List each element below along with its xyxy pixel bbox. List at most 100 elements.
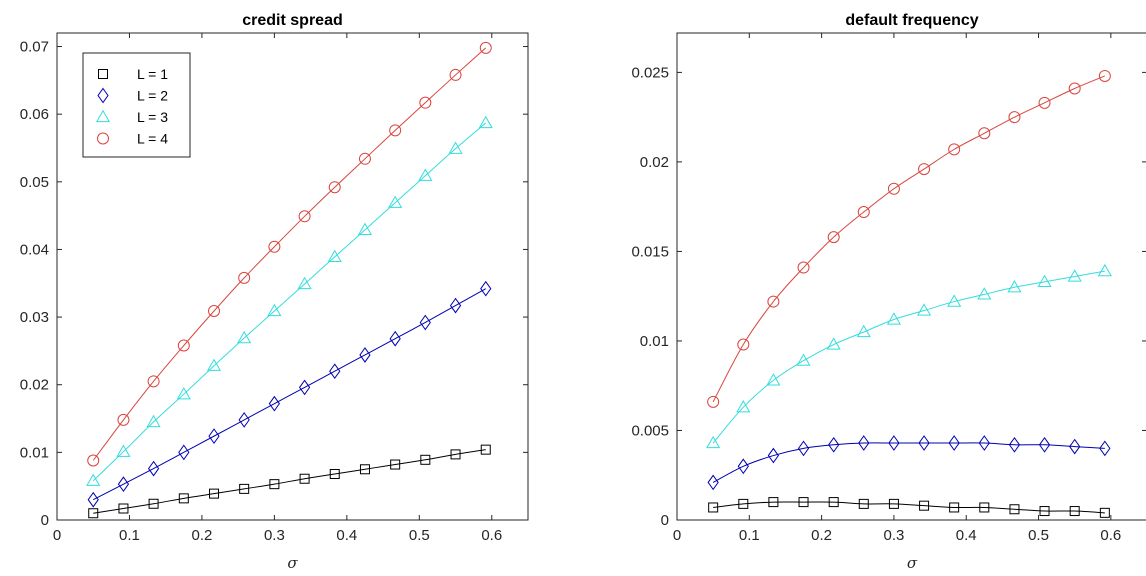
circle-marker	[87, 454, 100, 467]
triangle-marker	[1037, 274, 1052, 288]
series-4	[707, 69, 1111, 408]
y-tick-label: 0.03	[20, 309, 49, 326]
y-tick-label: 0.06	[20, 106, 49, 123]
circle-marker	[857, 206, 870, 219]
credit-spread-chart: 0 0.1 0.2 0.3 0.4 0.5 0.6 0 0.01 0.02 0.03 0.04 0.05…	[20, 12, 529, 572]
series-line	[713, 501, 1105, 514]
triangle-marker	[1007, 280, 1022, 293]
diamond-marker	[147, 460, 160, 477]
legend-label: L = 1	[137, 66, 168, 82]
circle-marker	[449, 68, 462, 81]
triangle-marker	[706, 435, 721, 449]
circle-marker	[887, 182, 900, 195]
triangle-marker	[796, 353, 811, 366]
x-tick-label: 0.2	[811, 527, 832, 544]
series-1	[708, 497, 1110, 518]
y-tick-label: 0.07	[20, 39, 49, 56]
triangle-marker	[478, 115, 493, 129]
square-marker	[88, 508, 99, 519]
circle-marker	[827, 231, 840, 244]
triangle-marker	[947, 294, 962, 307]
diamond-marker	[707, 474, 719, 491]
diamond-marker	[117, 476, 130, 493]
plot-area-frame	[676, 32, 1146, 521]
legend-label: L = 2	[137, 88, 168, 104]
diamond-marker	[268, 395, 280, 412]
triangle-marker	[86, 473, 101, 486]
y-tick-label: 0.01	[20, 444, 49, 461]
diamond-marker	[888, 435, 900, 451]
legend: L = 1 L = 2 L = 3 L = 4	[82, 52, 191, 158]
square-marker	[450, 449, 461, 460]
series-line	[92, 47, 487, 461]
circle-marker	[767, 295, 780, 308]
triangle-marker	[388, 195, 403, 208]
x-tick-label: 0	[673, 527, 681, 544]
square-marker	[708, 502, 719, 513]
circle-marker	[479, 41, 492, 54]
x-tick-label: 0.1	[119, 527, 140, 544]
square-marker	[148, 498, 159, 509]
circle-marker	[208, 304, 221, 317]
series-line	[93, 288, 486, 501]
circle-marker	[1098, 69, 1111, 82]
series-line	[93, 449, 486, 514]
x-tick-label: 0.3	[264, 527, 285, 544]
y-tick-label: 0.01	[640, 333, 669, 350]
circle-marker	[1068, 82, 1081, 95]
triangle-marker	[736, 399, 751, 413]
y-tick-label: 0	[41, 512, 49, 529]
series-3	[706, 263, 1112, 449]
circle-marker	[797, 261, 810, 274]
y-tick-label: 0	[661, 512, 669, 529]
diamond-marker	[1008, 436, 1021, 453]
y-tick-label: 0.015	[631, 243, 669, 260]
series-1	[88, 444, 491, 519]
triangle-marker	[176, 386, 191, 400]
triangle-marker	[448, 141, 463, 154]
triangle-marker	[1097, 263, 1112, 277]
triangle-marker	[116, 444, 131, 457]
triangle-marker	[826, 337, 841, 350]
circle-marker	[1008, 111, 1021, 124]
square-marker	[1099, 507, 1110, 518]
triangle-marker	[886, 312, 901, 325]
x-tick-label: 0.3	[883, 527, 904, 544]
square-marker	[949, 502, 960, 513]
diamond-marker	[948, 435, 960, 451]
diamond-marker	[797, 440, 810, 457]
triangle-marker	[977, 287, 992, 300]
diamond-marker	[918, 435, 930, 451]
diamond-marker	[978, 435, 990, 451]
square-marker	[239, 483, 250, 494]
triangle-marker	[267, 303, 282, 317]
diamond-marker	[1099, 440, 1111, 457]
square-marker	[299, 473, 310, 484]
diamond-marker	[419, 314, 431, 331]
y-tick-label: 0.02	[20, 377, 49, 394]
square-marker	[209, 488, 220, 499]
y-tick-label: 0.04	[20, 241, 49, 258]
legend-square-marker	[98, 69, 108, 79]
default-frequency-chart: 0 0.1 0.2 0.3 0.4 0.5 0.6 0 0.005 0.01 0.015 0.02 0.…	[631, 12, 1146, 572]
square-marker	[768, 497, 779, 508]
circle-marker	[238, 271, 251, 284]
circle-marker	[358, 152, 371, 165]
x-axis-label: σ	[287, 554, 298, 572]
x-axis-label: σ	[907, 554, 918, 572]
legend-triangle-marker	[95, 109, 111, 123]
square-marker	[919, 500, 930, 511]
x-tick-label: 0.5	[1028, 527, 1049, 544]
diamond-marker	[298, 379, 311, 396]
square-marker	[979, 502, 990, 513]
diamond-marker	[858, 435, 870, 451]
x-tick-label: 0	[53, 527, 61, 544]
y-tick-label: 0.005	[631, 422, 669, 439]
legend-label: L = 3	[137, 109, 168, 125]
legend-diamond-marker	[97, 87, 109, 104]
chart-title: default frequency	[845, 12, 978, 29]
x-tick-label: 0.6	[1100, 527, 1121, 544]
circle-marker	[147, 375, 160, 388]
